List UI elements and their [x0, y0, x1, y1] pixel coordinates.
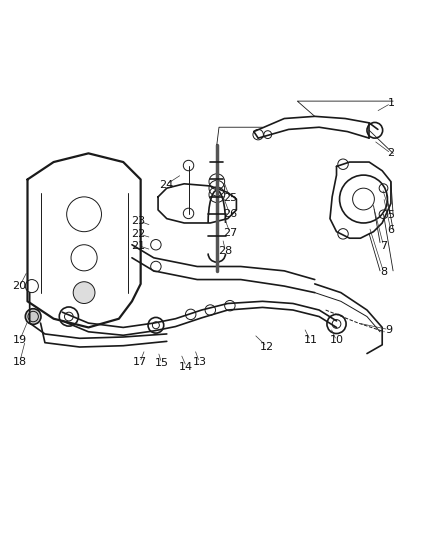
Circle shape: [25, 309, 41, 325]
Text: 11: 11: [304, 335, 318, 345]
Text: 6: 6: [388, 225, 394, 236]
Text: 14: 14: [179, 361, 194, 372]
Text: 2: 2: [387, 148, 395, 158]
Text: 10: 10: [329, 335, 343, 345]
Text: 24: 24: [159, 180, 173, 190]
Text: 9: 9: [385, 325, 392, 335]
Text: 8: 8: [380, 266, 387, 277]
Text: 17: 17: [133, 357, 147, 367]
Circle shape: [73, 282, 95, 303]
Text: 27: 27: [223, 228, 237, 238]
Text: 21: 21: [131, 240, 145, 251]
Text: 25: 25: [223, 193, 237, 203]
Text: 19: 19: [13, 335, 27, 345]
Text: 26: 26: [223, 209, 237, 219]
Text: 22: 22: [131, 229, 145, 239]
Text: 7: 7: [380, 240, 387, 251]
Text: 13: 13: [192, 357, 206, 367]
Text: 5: 5: [388, 210, 394, 220]
Text: 15: 15: [155, 358, 169, 368]
Text: 18: 18: [13, 357, 27, 367]
Text: 20: 20: [13, 281, 27, 291]
Text: 23: 23: [131, 216, 145, 226]
Text: 1: 1: [388, 98, 394, 108]
Text: 28: 28: [219, 246, 233, 256]
Text: 12: 12: [260, 342, 274, 352]
